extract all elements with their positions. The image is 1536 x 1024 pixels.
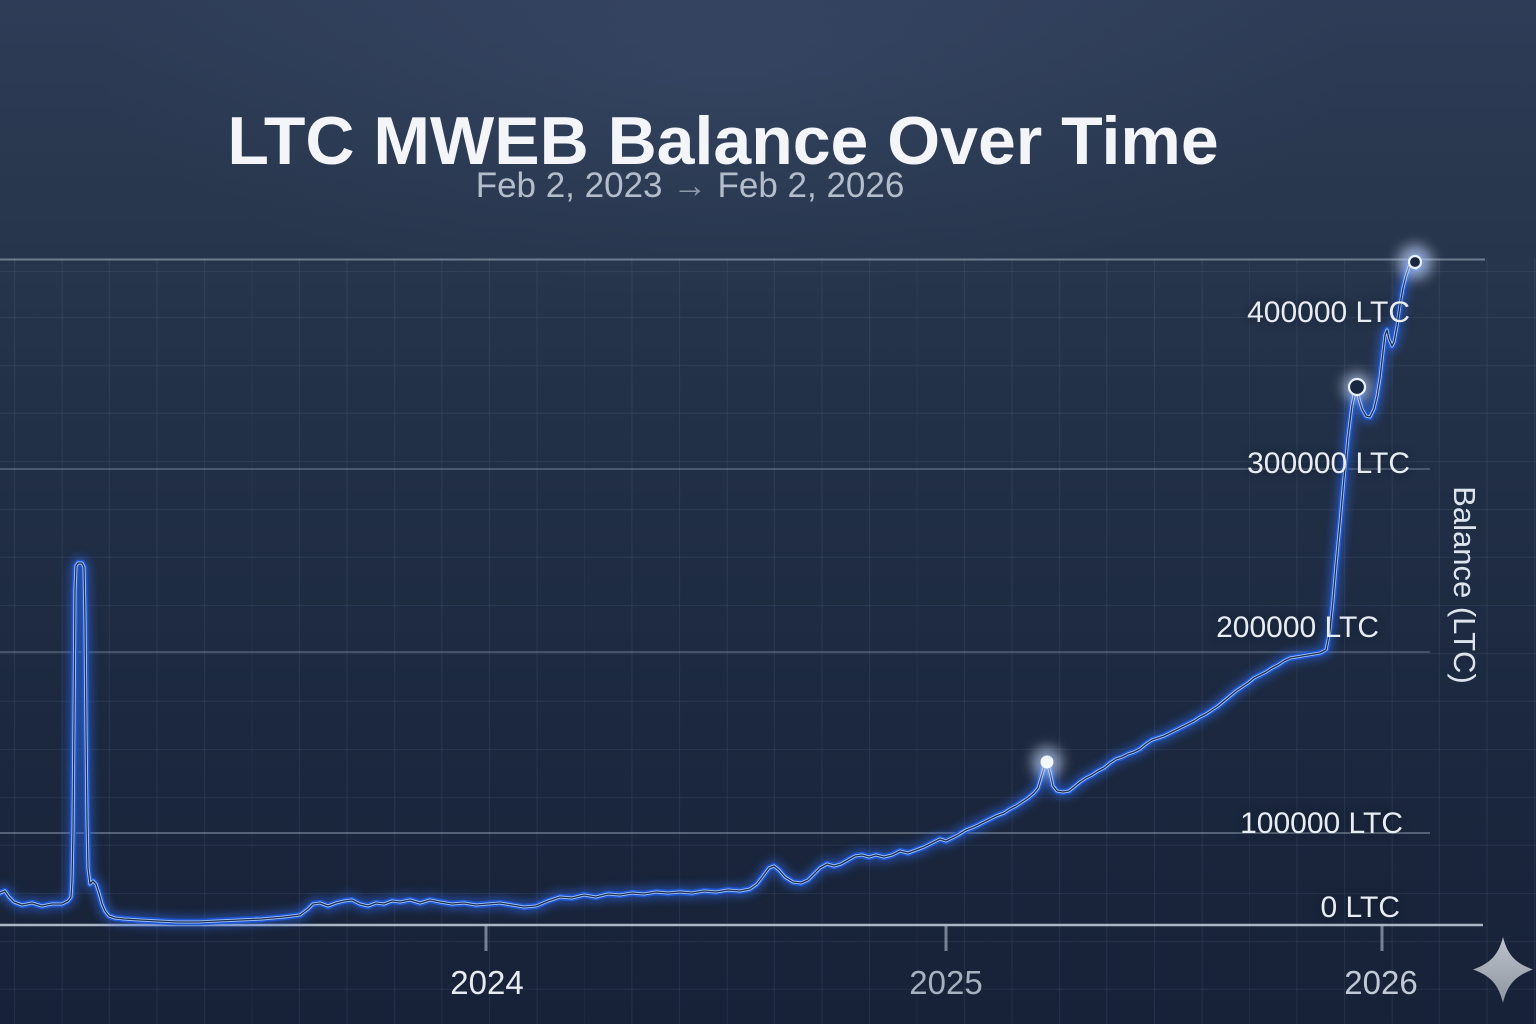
y-tick-label-100000: 100000 LTC	[1240, 807, 1403, 840]
y-axis-title: Balance (LTC)	[1447, 486, 1482, 684]
y-tick-label-200000: 200000 LTC	[1216, 611, 1379, 644]
marker-dot-1	[1347, 377, 1367, 397]
marker-dot-0	[1040, 755, 1054, 769]
balance-line-highlight	[0, 255, 1421, 924]
sparkle-icon	[1473, 937, 1533, 1003]
y-tick-label-300000: 300000 LTC	[1247, 447, 1410, 480]
range-start: Feb 2, 2023	[475, 166, 663, 205]
y-tick-label-400000: 400000 LTC	[1247, 296, 1410, 329]
date-range-subtitle: Feb 2, 2023 → Feb 2, 2026	[476, 166, 905, 206]
page-title: LTC MWEB Balance Over Time	[227, 102, 1219, 179]
marker-dot-2	[1407, 254, 1423, 270]
balance-line-glow	[0, 251, 1425, 928]
balance-line	[0, 253, 1423, 926]
x-tick-label-2024: 2024	[450, 964, 524, 1001]
arrow-right-icon: →	[672, 166, 708, 205]
y-tick-label-0: 0 LTC	[1320, 891, 1400, 924]
balance-line-core	[0, 256, 1420, 923]
x-tick-label-2025: 2025	[909, 964, 983, 1001]
range-end: Feb 2, 2026	[717, 166, 905, 205]
x-tick-label-2026: 2026	[1344, 964, 1418, 1001]
